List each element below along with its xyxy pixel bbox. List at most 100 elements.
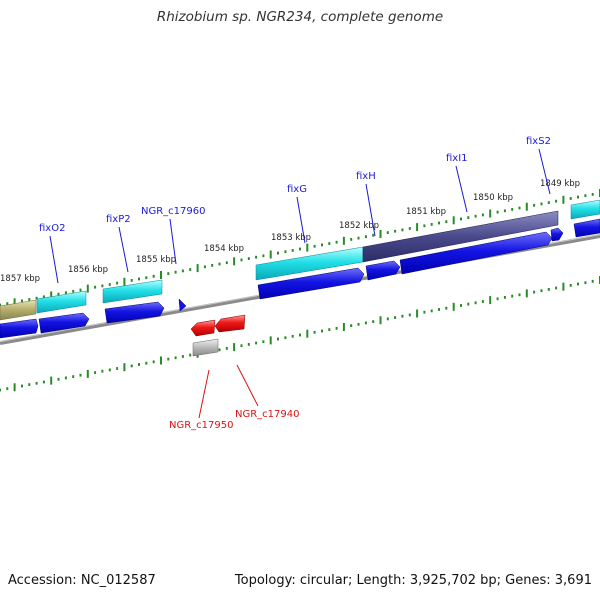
scale-tick [525,289,528,298]
scale-tick [225,347,228,350]
feature-bar-fixO2[interactable] [36,290,87,314]
scale-tick [321,329,323,333]
scale-tick [481,300,484,303]
gene-arrow-NGR_c17960[interactable] [178,298,187,312]
scale-tick [496,297,499,301]
gene-leader-line [455,165,468,213]
scale-tick [394,229,397,233]
scale-tick [284,250,287,254]
gene-label[interactable]: NGR_c17960 [141,206,206,217]
reverse-gene-arrows [190,314,246,357]
scale-tick [562,282,565,291]
scale-tick [364,321,367,325]
scale-tick [438,221,440,225]
scale-tick [416,309,419,318]
feature-bar-fixP2[interactable] [102,279,163,304]
scale-tick [72,375,75,378]
gene-label[interactable]: NGR_c17950 [169,420,234,431]
scale-tick [357,236,360,240]
scale-tick [13,298,16,307]
feature-bar-NGR_c17950[interactable] [192,338,219,357]
scale-tick [445,306,448,310]
genome-title: Rhizobium sp. NGR234, complete genome [156,9,444,25]
gene-arrow-NGR_c17950[interactable] [190,319,216,337]
scale-tick [35,296,38,300]
scale-tick [35,381,38,385]
scale-tick [577,195,579,199]
gene-arrow-fixI1[interactable] [399,231,553,275]
scale-tick [533,290,536,294]
scale-tick [306,243,309,252]
scale-tick [174,356,177,360]
scale-tick [189,353,192,357]
scale-tick [533,203,536,207]
scale-tick [394,316,397,319]
scale-tick [350,324,353,327]
scale-tick [401,228,404,232]
gene-leader-line [118,226,129,273]
gene-arrow-NGR_c17940[interactable] [214,314,246,333]
scale-label: 1851 kbp [406,207,446,217]
scale-tick [386,231,389,234]
scale-tick [328,242,331,245]
gene-leader-line [49,235,59,284]
gene-arrow-fixG[interactable] [257,267,365,300]
gene-leader-line [365,183,376,237]
gene-arrow-fixS2[interactable] [550,227,564,242]
scale-tick [269,336,272,345]
scale-labels: 1857 kbp 1856 kbp 1855 kbp 1854 kbp 1853 kbp… [0,179,580,284]
gene-label[interactable]: fixI1 [446,153,468,164]
gene-arrow-right-edge[interactable] [573,218,600,238]
feature-bar-fixH-fixI1[interactable] [362,210,559,263]
gene-label[interactable]: fixH [356,171,376,182]
gene-leader-line [538,148,551,195]
feature-bar-olive[interactable] [0,299,37,321]
gene-arrow-fixP2[interactable] [104,301,165,324]
scale-label: 1852 kbp [339,221,379,231]
scale-tick [416,223,419,232]
scale-tick [511,294,514,298]
scale-tick [269,250,272,259]
gene-arrow-fixH[interactable] [365,260,401,281]
scale-tick [569,197,572,200]
gene-label[interactable]: fixO2 [39,223,65,234]
scale-tick [460,217,462,221]
scale-tick [108,368,111,372]
scale-tick [299,247,301,251]
scale-tick [6,387,9,391]
scale-tick [540,289,543,293]
gene-label[interactable]: NGR_c17940 [235,409,300,420]
scale-tick [350,238,353,241]
scale-tick [50,291,53,300]
scale-tick [555,286,558,290]
gene-label[interactable]: fixG [287,184,307,195]
scale-tick [335,326,338,330]
scale-tick [247,343,250,346]
gene-arrow-fixO2[interactable] [38,312,90,334]
scale-tick [57,292,60,296]
scale-tick [372,233,375,237]
scale-tick [94,371,97,374]
scale-tick [211,264,214,267]
scale-label: 1856 kbp [68,265,108,275]
gene-label[interactable]: fixS2 [526,136,551,147]
scale-label: 1853 kbp [271,233,311,243]
scale-tick [240,344,243,348]
scale-tick [255,255,258,259]
scale-tick [57,377,60,381]
feature-bar-fixS2[interactable] [570,199,600,220]
scale-tick [152,274,155,278]
gene-leader-line [296,196,306,244]
gene-arrow-left-edge[interactable] [0,318,39,339]
scale-tick [13,383,16,392]
scale-tick [489,209,492,218]
scale-tick [255,341,258,345]
scale-tick [262,254,265,258]
scale-tick [445,220,448,224]
scale-tick [21,384,23,388]
scale-tick [123,363,126,372]
scale-tick [50,376,53,385]
scale-tick [430,309,433,313]
gene-label[interactable]: fixP2 [106,214,131,225]
